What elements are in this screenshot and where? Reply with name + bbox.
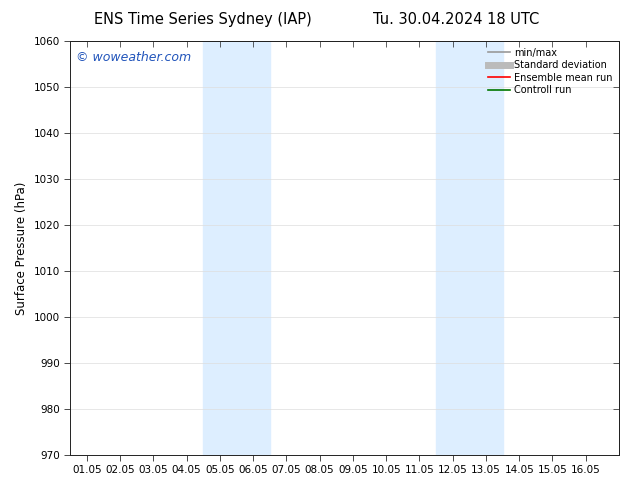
Bar — [204, 41, 270, 455]
Text: Tu. 30.04.2024 18 UTC: Tu. 30.04.2024 18 UTC — [373, 12, 540, 27]
Bar — [436, 41, 503, 455]
Text: © woweather.com: © woweather.com — [75, 51, 191, 64]
Text: ENS Time Series Sydney (IAP): ENS Time Series Sydney (IAP) — [94, 12, 312, 27]
Legend: min/max, Standard deviation, Ensemble mean run, Controll run: min/max, Standard deviation, Ensemble me… — [486, 46, 614, 97]
Y-axis label: Surface Pressure (hPa): Surface Pressure (hPa) — [15, 181, 28, 315]
